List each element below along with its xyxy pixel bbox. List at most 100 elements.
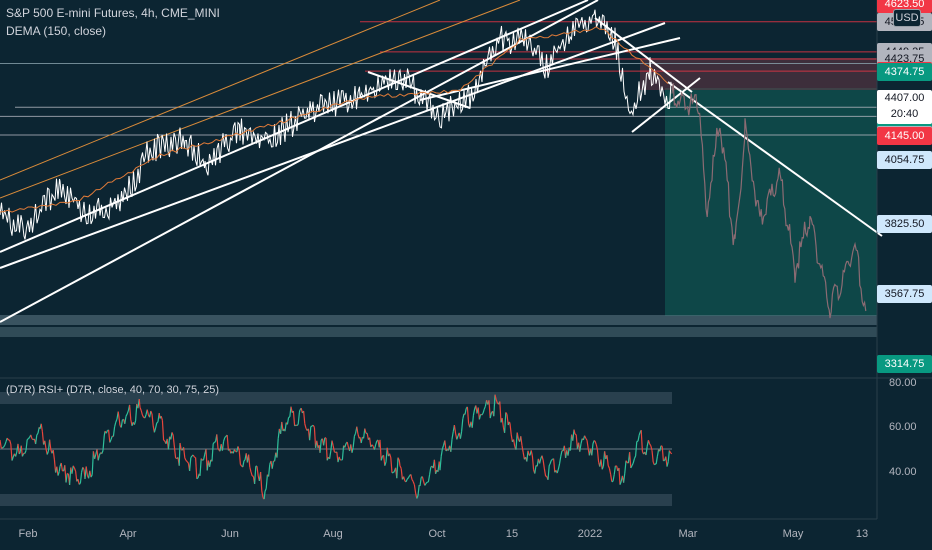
rsi-segment (77, 479, 80, 485)
rsi-segment (531, 455, 535, 470)
rsi-segment (499, 401, 502, 423)
rsi-segment (185, 460, 188, 463)
rsi-segment (594, 440, 597, 445)
rsi-segment (242, 460, 245, 468)
projection-zone (665, 88, 877, 316)
rsi-segment (268, 464, 271, 477)
x-tick-label: 2022 (577, 528, 603, 540)
rsi-segment (141, 414, 145, 418)
price-tag: 4374.75 (877, 63, 932, 81)
rsi-segment (217, 448, 220, 451)
rsi-segment (195, 457, 198, 479)
rsi-segment (346, 441, 349, 448)
rsi-segment (155, 422, 158, 429)
rsi-segment (375, 440, 378, 446)
rsi-segment (316, 440, 319, 448)
x-tick-label: 13 (855, 528, 869, 540)
rsi-segment (276, 438, 279, 458)
rsi-segment (403, 476, 406, 481)
rsi-segment (541, 455, 544, 461)
rsi-segment (607, 465, 610, 469)
rsi-segment (557, 463, 561, 470)
rsi-segment (575, 434, 578, 449)
rsi-segment (329, 450, 332, 459)
rsi-segment (331, 440, 334, 447)
rsi-segment (173, 446, 177, 459)
rsi-segment (360, 436, 363, 444)
rsi-segment (466, 406, 470, 424)
rsi-segment (380, 456, 383, 461)
x-tick-label: Jun (221, 528, 239, 540)
x-tick-label: Feb (18, 528, 38, 540)
currency-button[interactable]: USD (893, 9, 921, 27)
rsi-segment (202, 459, 204, 461)
rsi-segment (559, 456, 562, 464)
rsi-segment (451, 431, 454, 440)
rsi-segment (353, 432, 357, 437)
rsi-segment (194, 456, 196, 459)
rsi-segment (384, 461, 387, 466)
rsi-segment (600, 459, 603, 470)
rsi-segment (462, 413, 465, 419)
rsi-axis-label-60: 60.00 (889, 421, 917, 433)
x-tick-label: 15 (505, 528, 519, 540)
rsi-segment (635, 441, 638, 456)
indicator-label: DEMA (150, close) (6, 24, 107, 38)
rsi-segment (521, 445, 524, 453)
rsi-segment (6, 437, 9, 441)
rsi-segment (464, 408, 467, 415)
rsi-segment (35, 435, 38, 445)
rsi-segment (630, 465, 633, 469)
rsi-segment (91, 451, 94, 475)
rsi-segment (24, 450, 27, 454)
rsi-segment (421, 476, 425, 482)
rsi-segment (319, 440, 322, 453)
rsi-segment (483, 406, 486, 410)
rsi-segment (527, 450, 530, 456)
rsi-segment (239, 464, 243, 467)
rsi-segment (294, 424, 297, 427)
rsi-segment (656, 449, 660, 457)
rsi-segment (265, 474, 268, 489)
rsi-segment (478, 414, 482, 420)
rsi-segment (595, 444, 598, 450)
rsi-segment (109, 439, 112, 443)
price-tag: 4054.75 (877, 151, 932, 169)
rsi-segment (501, 418, 504, 428)
rsi-segment (97, 455, 100, 461)
rsi-segment (58, 466, 61, 472)
rsi-segment (352, 436, 355, 448)
rsi-segment (547, 465, 550, 480)
rsi-segment (263, 491, 266, 500)
rsi-segment (135, 403, 138, 421)
rsi-segment (613, 465, 616, 475)
rsi-segment (373, 444, 377, 450)
rsi-segment (243, 459, 246, 462)
rsi-segment (640, 430, 643, 452)
rsi-segment (65, 473, 68, 483)
rsi-segment (389, 453, 392, 458)
rsi-segment (223, 437, 226, 442)
rsi-segment (57, 471, 60, 476)
rsi-segment (221, 441, 225, 451)
rsi-segment (18, 452, 21, 455)
rsi-segment (304, 423, 307, 429)
rsi-segment (618, 467, 621, 485)
rsi-segment (638, 432, 641, 436)
rsi-segment (192, 454, 195, 458)
rsi-segment (114, 421, 117, 427)
trend-line (631, 77, 701, 133)
rsi-segment (661, 446, 664, 461)
rsi-segment (85, 466, 88, 476)
rsi-segment (71, 465, 74, 474)
rsi-segment (20, 445, 23, 457)
rsi-segment (37, 427, 40, 434)
rsi-segment (489, 412, 492, 419)
rsi-segment (386, 447, 389, 457)
rsi-segment (371, 444, 374, 447)
rsi-segment (15, 451, 18, 457)
rsi-segment (171, 432, 174, 436)
rsi-segment (199, 458, 202, 476)
rsi-segment (184, 457, 187, 461)
